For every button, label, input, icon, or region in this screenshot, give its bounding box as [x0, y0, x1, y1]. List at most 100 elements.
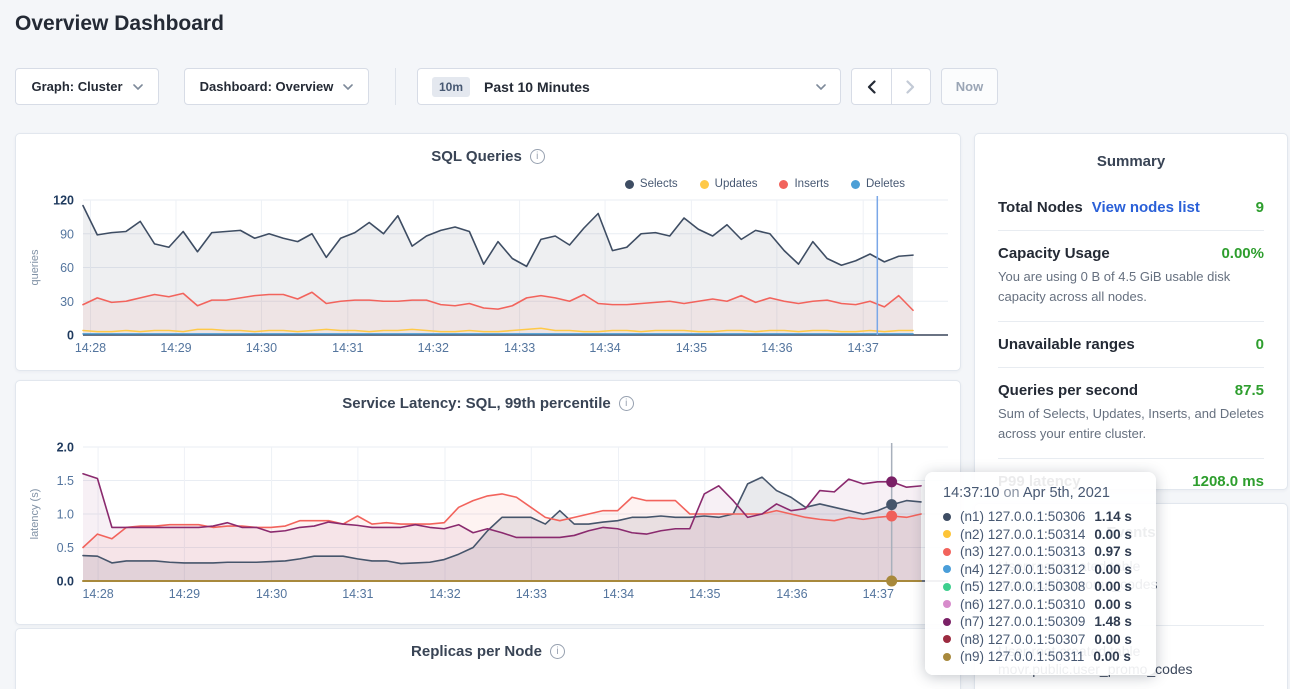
tooltip-node-row: (n1) 127.0.0.1:50306 1.14 s [943, 508, 1138, 526]
node-color-dot [943, 600, 951, 609]
svg-text:14:33: 14:33 [516, 587, 547, 601]
info-icon[interactable]: i [529, 149, 545, 164]
service-latency-chart[interactable]: 0.0 0.5 1.0 1.5 2.0 14:28 14:29 14:30 14:31 14:32… [16, 381, 962, 626]
svg-text:14:29: 14:29 [160, 341, 191, 355]
tooltip-node-row: (n4) 127.0.0.1:50312 0.00 s [943, 561, 1138, 579]
svg-text:0: 0 [67, 329, 74, 343]
graph-dropdown[interactable]: Graph: Cluster [15, 68, 159, 105]
legend-item-updates: Updates [699, 178, 757, 190]
tooltip-node-row: (n8) 127.0.0.1:50307 0.00 s [943, 631, 1138, 649]
legend-dot [779, 179, 789, 189]
sql-queries-panel: SQL Queries i Selects Updates Inserts De… [15, 133, 961, 371]
node-color-dot [943, 617, 951, 626]
unavailable-ranges-value: 0 [1255, 336, 1264, 353]
tooltip-node-row: (n5) 127.0.0.1:50308 0.00 s [943, 578, 1138, 596]
service-latency-panel: Service Latency: SQL, 99th percentile i … [15, 380, 961, 625]
tooltip-node-row: (n3) 127.0.0.1:50313 0.97 s [943, 543, 1138, 561]
tooltip-node-row: (n9) 127.0.0.1:50311 0.00 s [943, 648, 1138, 666]
chevron-down-icon [343, 83, 354, 90]
chart-hover-tooltip: 14:37:10 on Apr 5th, 2021 (n1) 127.0.0.1… [925, 472, 1156, 675]
dashboard-dropdown[interactable]: Dashboard: Overview [184, 68, 369, 105]
svg-text:14:29: 14:29 [169, 587, 200, 601]
svg-text:14:31: 14:31 [332, 341, 363, 355]
node-color-dot [943, 512, 951, 521]
legend-item-inserts: Inserts [779, 178, 829, 190]
capacity-usage-label: Capacity Usage [998, 245, 1110, 262]
chart-title-text: Replicas per Node [411, 643, 542, 660]
sql-queries-legend: Selects Updates Inserts Deletes [624, 178, 905, 190]
summary-row-unavailable: Unavailable ranges 0 [998, 322, 1264, 368]
svg-text:1.5: 1.5 [57, 474, 74, 488]
summary-row-qps: Queries per second 87.5 Sum of Selects, … [998, 368, 1264, 459]
svg-text:14:36: 14:36 [761, 341, 792, 355]
svg-text:14:32: 14:32 [418, 341, 449, 355]
sql-queries-chart[interactable]: 0 30 60 90 120 14:28 14:29 14:30 14:31 14:32 14:33… [16, 134, 962, 372]
chevron-down-icon [132, 83, 143, 90]
svg-text:90: 90 [60, 227, 74, 241]
svg-text:0.5: 0.5 [57, 541, 74, 555]
now-button[interactable]: Now [941, 68, 998, 105]
chart-title-text: SQL Queries [431, 148, 522, 165]
node-color-dot [943, 652, 951, 661]
page-title: Overview Dashboard [15, 12, 224, 35]
chevron-left-icon [867, 79, 876, 94]
replicas-per-node-panel: Replicas per Node i [15, 628, 961, 689]
node-color-dot [943, 530, 951, 539]
summary-row-capacity: Capacity Usage 0.00% You are using 0 B o… [998, 231, 1264, 322]
tooltip-node-row: (n6) 127.0.0.1:50310 0.00 s [943, 596, 1138, 614]
svg-text:2.0: 2.0 [57, 441, 74, 455]
time-range-label: Past 10 Minutes [484, 78, 590, 95]
svg-text:14:33: 14:33 [504, 341, 535, 355]
total-nodes-label: Total Nodes [998, 199, 1083, 216]
svg-text:14:30: 14:30 [246, 341, 277, 355]
chevron-down-icon [816, 83, 826, 90]
tooltip-node-row: (n7) 127.0.0.1:50309 1.48 s [943, 613, 1138, 631]
svg-text:14:35: 14:35 [676, 341, 707, 355]
qps-value: 87.5 [1234, 382, 1264, 399]
qps-label: Queries per second [998, 382, 1139, 399]
svg-text:14:31: 14:31 [342, 587, 373, 601]
svg-text:queries: queries [29, 249, 41, 286]
svg-text:14:34: 14:34 [603, 587, 634, 601]
unavailable-ranges-label: Unavailable ranges [998, 336, 1135, 353]
sql-queries-title: SQL Queries i [16, 148, 960, 165]
time-next-button[interactable] [892, 69, 931, 104]
time-step-group [851, 68, 931, 105]
info-icon[interactable]: i [618, 396, 634, 411]
svg-text:1.0: 1.0 [57, 508, 74, 522]
summary-panel: Summary Total Nodes View nodes list 9 Ca… [974, 133, 1288, 490]
summary-title: Summary [1096, 153, 1166, 170]
service-latency-title: Service Latency: SQL, 99th percentile i [16, 395, 960, 412]
tooltip-node-row: (n2) 127.0.0.1:50314 0.00 s [943, 526, 1138, 544]
tooltip-timestamp: 14:37:10 on Apr 5th, 2021 [943, 485, 1110, 501]
chart-title-text: Service Latency: SQL, 99th percentile [342, 395, 611, 412]
legend-dot [851, 179, 860, 189]
svg-text:60: 60 [60, 261, 74, 275]
node-color-dot [943, 635, 951, 644]
capacity-usage-desc: You are using 0 B of 4.5 GiB usable disk… [998, 269, 1231, 304]
capacity-usage-value: 0.00% [1221, 245, 1264, 262]
svg-text:14:37: 14:37 [863, 587, 894, 601]
svg-text:0.0: 0.0 [57, 575, 74, 589]
svg-text:14:28: 14:28 [75, 341, 106, 355]
node-color-dot [943, 582, 951, 591]
svg-text:14:32: 14:32 [429, 587, 460, 601]
legend-item-deletes: Deletes [851, 178, 905, 190]
svg-text:120: 120 [53, 194, 74, 208]
info-icon[interactable]: i [549, 644, 565, 659]
svg-text:14:37: 14:37 [848, 341, 879, 355]
svg-text:14:30: 14:30 [256, 587, 287, 601]
p99-latency-value: 1208.0 ms [1192, 473, 1264, 490]
svg-text:14:28: 14:28 [82, 587, 113, 601]
view-nodes-list-link[interactable]: View nodes list [1091, 199, 1200, 216]
legend-item-selects: Selects [624, 178, 678, 190]
chevron-right-icon [906, 79, 915, 94]
time-range-selector[interactable]: 10m Past 10 Minutes [417, 68, 841, 105]
time-prev-button[interactable] [852, 69, 892, 104]
total-nodes-value: 9 [1255, 199, 1264, 216]
svg-text:latency (s): latency (s) [29, 489, 41, 540]
qps-desc: Sum of Selects, Updates, Inserts, and De… [998, 406, 1264, 441]
legend-dot [624, 179, 634, 189]
replicas-title: Replicas per Node i [16, 643, 960, 660]
